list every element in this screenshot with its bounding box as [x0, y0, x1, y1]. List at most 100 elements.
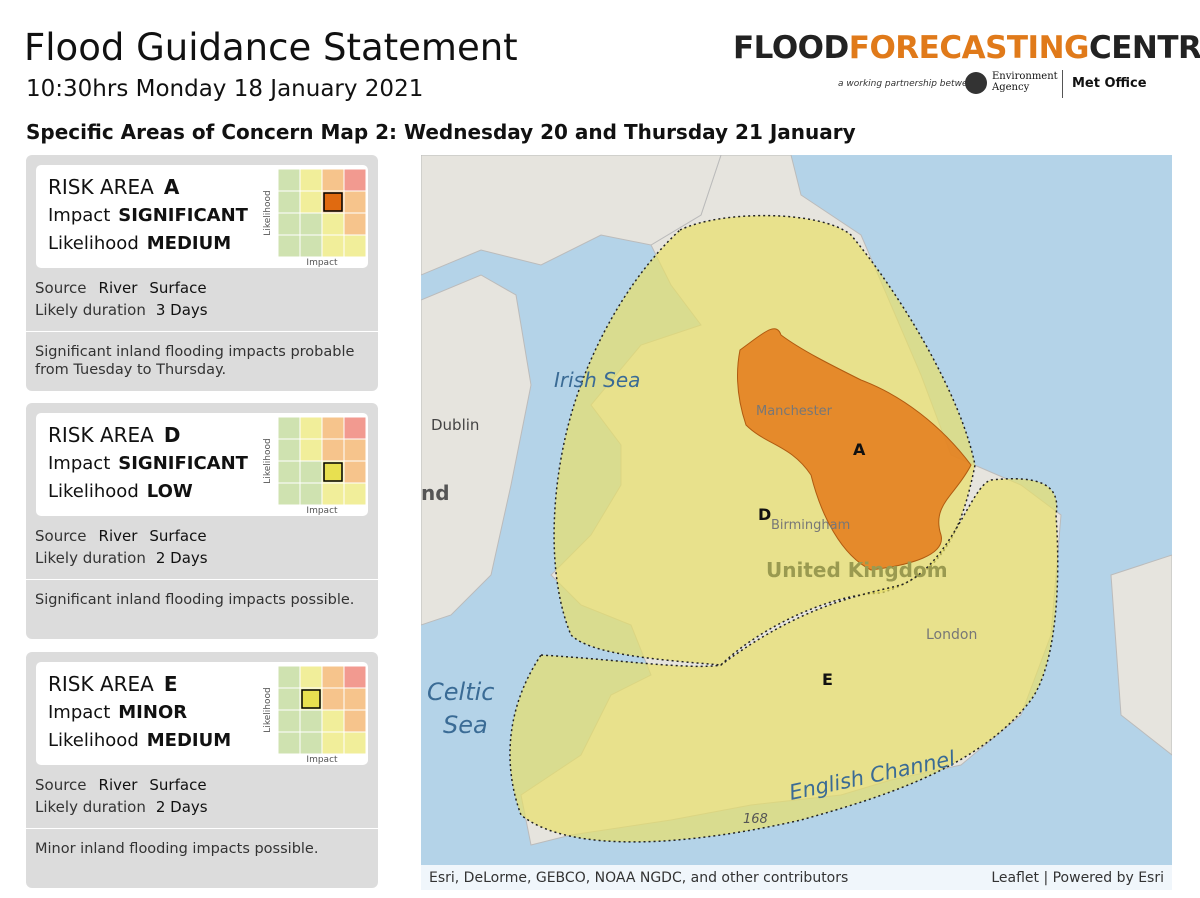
continent — [1110, 554, 1172, 756]
likelihood-value: LOW — [146, 481, 193, 502]
place-label: 168 — [743, 812, 768, 827]
source-label: Source — [35, 279, 87, 297]
matrix-cell — [321, 731, 345, 755]
matrix-cell — [321, 168, 345, 192]
ireland — [421, 274, 532, 626]
risk-label: RISK AREA — [48, 672, 154, 696]
matrix-cell — [299, 709, 323, 733]
place-label: Irish Sea — [554, 368, 640, 392]
title: Flood Guidance Statement — [24, 26, 518, 69]
place-label: Sea — [443, 711, 488, 739]
impact-row: Impact SIGNIFICANT — [48, 453, 248, 474]
risk-heading: RISK AREA E — [48, 672, 178, 696]
risk-matrix: Likelihood Impact — [263, 168, 367, 268]
panel-summary: RISK AREA A Impact SIGNIFICANT Likelihood MED… — [36, 165, 368, 268]
matrix-cell — [343, 438, 367, 462]
source-value: River — [98, 776, 138, 794]
met-office: Met Office — [1072, 76, 1147, 91]
likelihood-value: MEDIUM — [146, 730, 232, 751]
map-title: Specific Areas of Concern Map 2: Wednesd… — [26, 120, 856, 144]
matrix-cell — [277, 168, 301, 192]
likelihood-row: Likelihood MEDIUM — [48, 730, 231, 751]
likelihood-label: Likelihood — [48, 233, 139, 254]
impact-value: SIGNIFICANT — [118, 205, 248, 226]
matrix-cell — [299, 168, 323, 192]
source-value: River — [98, 527, 138, 545]
scotland-north — [421, 155, 722, 276]
divider — [26, 331, 378, 332]
matrix-x-label: Impact — [306, 506, 338, 516]
risk-label: RISK AREA — [48, 175, 154, 199]
matrix-cell — [277, 687, 301, 711]
duration-label: Likely duration — [35, 301, 146, 319]
risk-area-a — [737, 328, 972, 571]
risk-id: D — [163, 423, 181, 447]
source-label: Source — [35, 527, 87, 545]
source-label: Source — [35, 776, 87, 794]
area-label: E — [822, 670, 833, 689]
matrix-cell — [277, 460, 301, 484]
place-label: Dublin — [431, 416, 479, 434]
source-row: Source River Surface — [35, 527, 207, 545]
impact-row: Impact SIGNIFICANT — [48, 205, 248, 226]
attribution-left: Esri, DeLorme, GEBCO, NOAA NGDC, and oth… — [429, 870, 848, 886]
likelihood-label: Likelihood — [48, 730, 139, 751]
risk-panel: RISK AREA E Impact MINOR Likelihood MEDIUM Lik… — [26, 652, 378, 888]
matrix-highlight — [323, 192, 343, 212]
source-value: Surface — [149, 527, 207, 545]
ea-line: Environment — [992, 71, 1058, 82]
matrix-cell — [321, 234, 345, 258]
source-value: Surface — [149, 279, 207, 297]
matrix-highlight — [323, 462, 343, 482]
matrix-cell — [321, 482, 345, 506]
logo-divider — [1062, 70, 1063, 98]
impact-label: Impact — [48, 702, 111, 723]
matrix-cell — [343, 416, 367, 440]
matrix-highlight — [301, 689, 321, 709]
matrix-cell — [321, 438, 345, 462]
matrix-y-label: Likelihood — [263, 190, 273, 235]
risk-matrix: Likelihood Impact — [263, 416, 367, 516]
matrix-cell — [277, 665, 301, 689]
ea-line: Agency — [992, 82, 1030, 93]
impact-value: MINOR — [118, 702, 188, 723]
risk-id: A — [163, 175, 180, 199]
matrix-cell — [299, 190, 323, 214]
divider — [26, 579, 378, 580]
duration-row: Likely duration 3 Days — [35, 301, 208, 319]
likelihood-value: MEDIUM — [146, 233, 232, 254]
matrix-cell — [343, 731, 367, 755]
panel-summary: RISK AREA D Impact SIGNIFICANT Likelihood LOW… — [36, 413, 368, 516]
source-row: Source River Surface — [35, 279, 207, 297]
impact-label: Impact — [48, 453, 111, 474]
matrix-cell — [343, 687, 367, 711]
logo-part: CENTRE — [1088, 30, 1200, 66]
matrix-y-label: Likelihood — [263, 438, 273, 483]
source-row: Source River Surface — [35, 776, 207, 794]
impact-value: SIGNIFICANT — [118, 453, 248, 474]
ea-name: Environment Agency — [992, 71, 1058, 93]
impact-row: Impact MINOR — [48, 702, 187, 723]
risk-id: E — [163, 672, 178, 696]
subtitle: 10:30hrs Monday 18 January 2021 — [26, 76, 424, 102]
likelihood-label: Likelihood — [48, 481, 139, 502]
panel-summary: RISK AREA E Impact MINOR Likelihood MEDIUM Lik… — [36, 662, 368, 765]
place-label: Manchester — [756, 404, 833, 419]
matrix-cell — [299, 212, 323, 236]
duration-value: 2 Days — [155, 549, 208, 567]
matrix-cell — [277, 234, 301, 258]
matrix-cell — [299, 460, 323, 484]
matrix-cell — [299, 438, 323, 462]
description: Minor inland flooding impacts possible. — [35, 841, 319, 857]
risk-matrix: Likelihood Impact — [263, 665, 367, 765]
matrix-cell — [343, 460, 367, 484]
area-label: D — [758, 505, 771, 524]
duration-row: Likely duration 2 Days — [35, 549, 208, 567]
matrix-cell — [321, 416, 345, 440]
matrix-cell — [343, 709, 367, 733]
matrix-cell — [321, 709, 345, 733]
matrix-cell — [277, 438, 301, 462]
duration-row: Likely duration 2 Days — [35, 798, 208, 816]
